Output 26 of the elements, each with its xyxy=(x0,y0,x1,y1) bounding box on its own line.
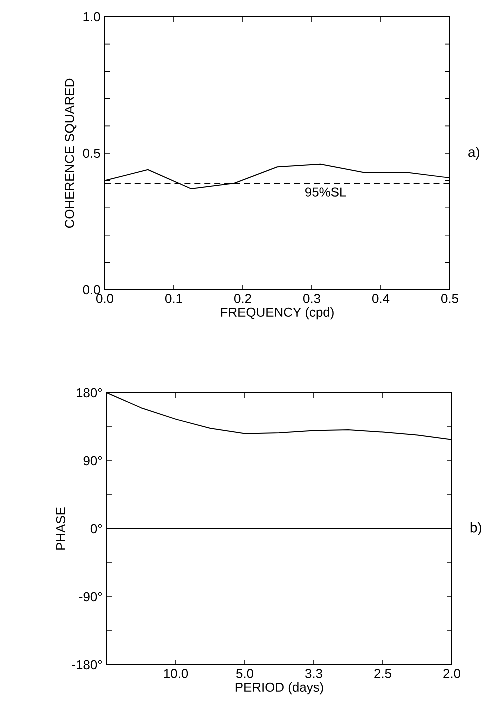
y-tick-label: 0.5 xyxy=(83,148,100,158)
x-tick-label: 10.0 xyxy=(164,669,188,678)
y-tick-label: 1.0 xyxy=(84,12,100,22)
y-axis-title: COHERENCE SQUARED xyxy=(65,78,77,228)
y-axis-title: PHASE xyxy=(56,508,66,550)
y-tick-label: 180° xyxy=(77,388,102,398)
y-tick-label: 0° xyxy=(90,524,102,534)
x-tick-label: 5.0 xyxy=(236,669,254,678)
y-tick-label: 90° xyxy=(84,456,102,466)
text: a) xyxy=(468,146,480,160)
x-tick-label: 3.3 xyxy=(305,669,322,678)
x-tick-label: 0.5 xyxy=(441,294,458,304)
y-tick-label: -180° xyxy=(72,660,102,670)
x-tick-label: 2.0 xyxy=(444,669,460,678)
x-tick-label: 0.3 xyxy=(303,294,320,304)
y-tick-label: 0.0 xyxy=(83,285,100,295)
x-tick-label: 2.5 xyxy=(374,669,392,678)
y-tick-label: -90° xyxy=(79,592,102,602)
x-tick-label: 0.2 xyxy=(234,294,252,304)
x-tick-label: 0.1 xyxy=(165,294,182,304)
ref-line-label: 95%SL xyxy=(306,188,346,197)
x-axis-title: PERIOD (days) xyxy=(236,682,324,695)
text: b) xyxy=(470,522,482,536)
x-tick-label: 0.0 xyxy=(96,294,114,304)
x-axis-title: FREQUENCY (cpd) xyxy=(221,308,334,320)
x-tick-label: 0.4 xyxy=(372,294,390,304)
